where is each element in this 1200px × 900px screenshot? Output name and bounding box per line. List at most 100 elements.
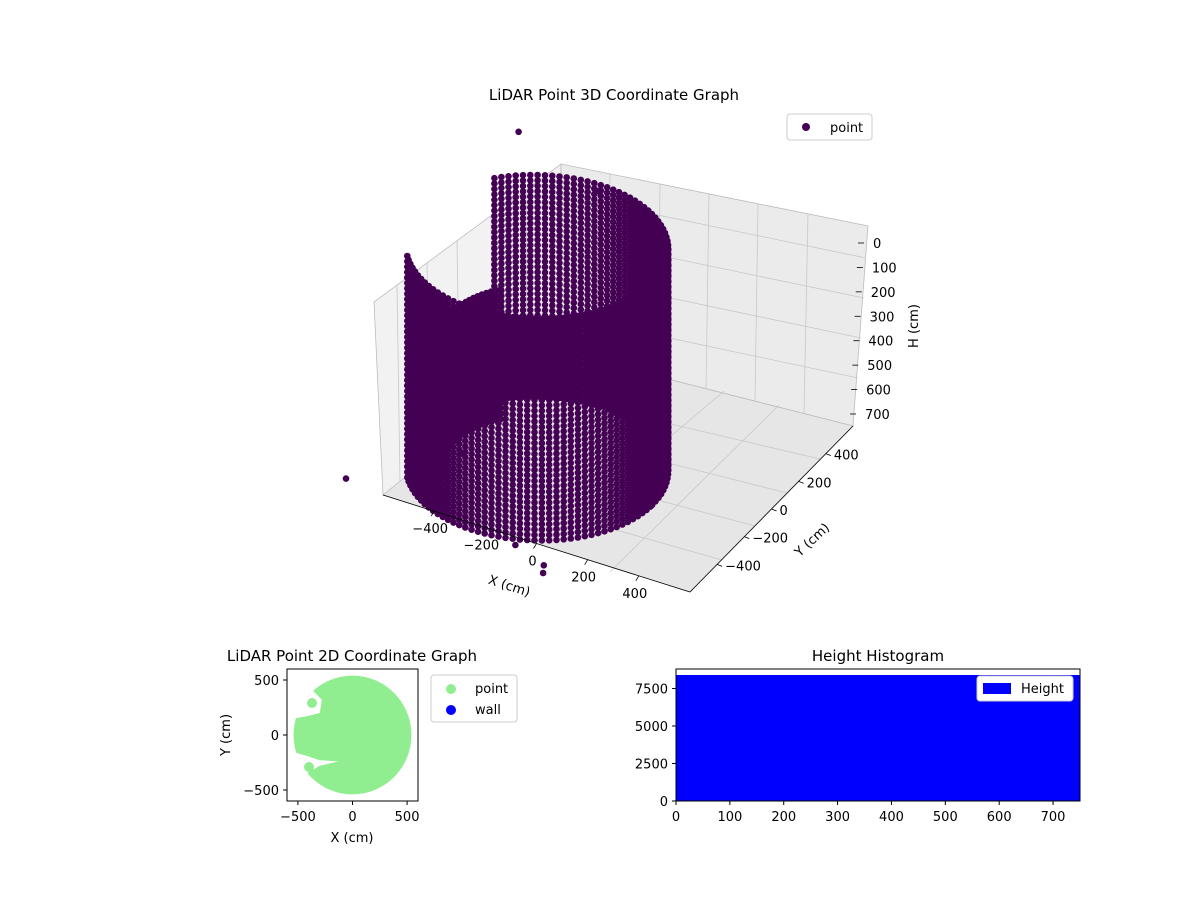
data-point: [531, 423, 538, 431]
data-point: [588, 407, 595, 414]
data-point: [468, 499, 475, 507]
data-point: [534, 193, 541, 200]
data-point: [509, 351, 516, 359]
data-point: [523, 347, 531, 355]
data-point: [629, 418, 637, 426]
data-point: [538, 434, 546, 442]
data-point: [439, 330, 447, 337]
data-point: [629, 375, 637, 383]
data-point: [553, 396, 560, 403]
data-point: [549, 188, 556, 196]
data-point: [563, 195, 570, 203]
data-point: [581, 511, 589, 518]
data-point: [495, 517, 502, 524]
data-point: [519, 182, 527, 190]
data-point: [613, 394, 620, 401]
data-point: [594, 319, 602, 326]
data-point: [481, 384, 489, 392]
data-point: [574, 393, 582, 401]
data-point: [619, 472, 626, 480]
data-point: [574, 458, 582, 466]
data-point: [534, 290, 541, 298]
data-point: [434, 456, 442, 464]
data-point: [577, 246, 585, 254]
data-point: [588, 439, 595, 447]
data-point: [456, 430, 463, 437]
data-point: [534, 285, 541, 292]
data-point: [527, 295, 534, 303]
data-point: [591, 287, 598, 295]
data-point: [523, 369, 531, 376]
data-point: [545, 380, 553, 388]
data-point: [495, 311, 502, 319]
data-point: [613, 485, 620, 493]
data-point: [488, 472, 495, 480]
data-point: [462, 400, 469, 407]
data-point: [491, 245, 498, 252]
data-point: [488, 494, 495, 501]
data-point: [556, 275, 563, 283]
data-point: [621, 218, 628, 226]
data-point: [527, 306, 534, 314]
data-point: [624, 383, 632, 391]
data-point: [603, 200, 611, 207]
data-point: [624, 475, 632, 483]
data-point: [512, 301, 519, 309]
data-point: [516, 503, 524, 511]
data-point: [560, 503, 567, 511]
data-point: [607, 363, 614, 371]
data-point: [574, 437, 582, 444]
data-point: [531, 321, 538, 328]
data-point: [613, 458, 620, 466]
data-point: [601, 436, 608, 443]
data-point: [519, 279, 527, 287]
data-point: [534, 247, 541, 254]
chart-2d-title: LiDAR Point 2D Coordinate Graph: [227, 647, 477, 665]
data-point: [619, 364, 626, 372]
data-point: [624, 432, 632, 439]
data-point: [512, 188, 519, 196]
data-point: [512, 274, 519, 282]
data-point: [474, 431, 482, 438]
data-point: [444, 430, 452, 437]
data-point: [634, 313, 642, 320]
data-point: [609, 251, 617, 258]
data-point: [624, 351, 632, 358]
point-2d-cluster: [304, 762, 314, 772]
data-point: [588, 428, 595, 436]
data-point: [512, 177, 519, 185]
data-point: [450, 389, 457, 397]
data-point: [588, 358, 595, 366]
data-point: [615, 199, 623, 207]
data-point: [619, 413, 626, 420]
data-point: [434, 354, 442, 361]
data-point: [613, 302, 620, 309]
data-point: [594, 524, 602, 531]
data-point: [538, 315, 546, 323]
data-point: [545, 510, 553, 517]
data-point: [495, 452, 502, 459]
data-point: [619, 424, 626, 431]
data-point: [584, 232, 591, 239]
data-point: [570, 256, 578, 263]
data-point: [553, 434, 560, 441]
data-point: [523, 493, 531, 501]
data-point: [607, 417, 614, 425]
data-point: [545, 396, 553, 404]
data-point: [444, 440, 452, 448]
data-point: [462, 383, 469, 391]
data-point: [545, 407, 553, 415]
data-point: [505, 205, 512, 212]
data-point: [516, 498, 524, 506]
data-point: [468, 369, 475, 377]
data-point: [553, 488, 560, 495]
data-point: [439, 367, 447, 375]
x-tick-label: 100: [717, 810, 742, 825]
data-point: [541, 177, 549, 184]
data-point: [488, 531, 495, 539]
data-point: [619, 456, 626, 464]
data-point: [577, 182, 585, 189]
data-point: [553, 363, 560, 371]
data-point: [527, 214, 534, 222]
data-point: [481, 465, 489, 473]
